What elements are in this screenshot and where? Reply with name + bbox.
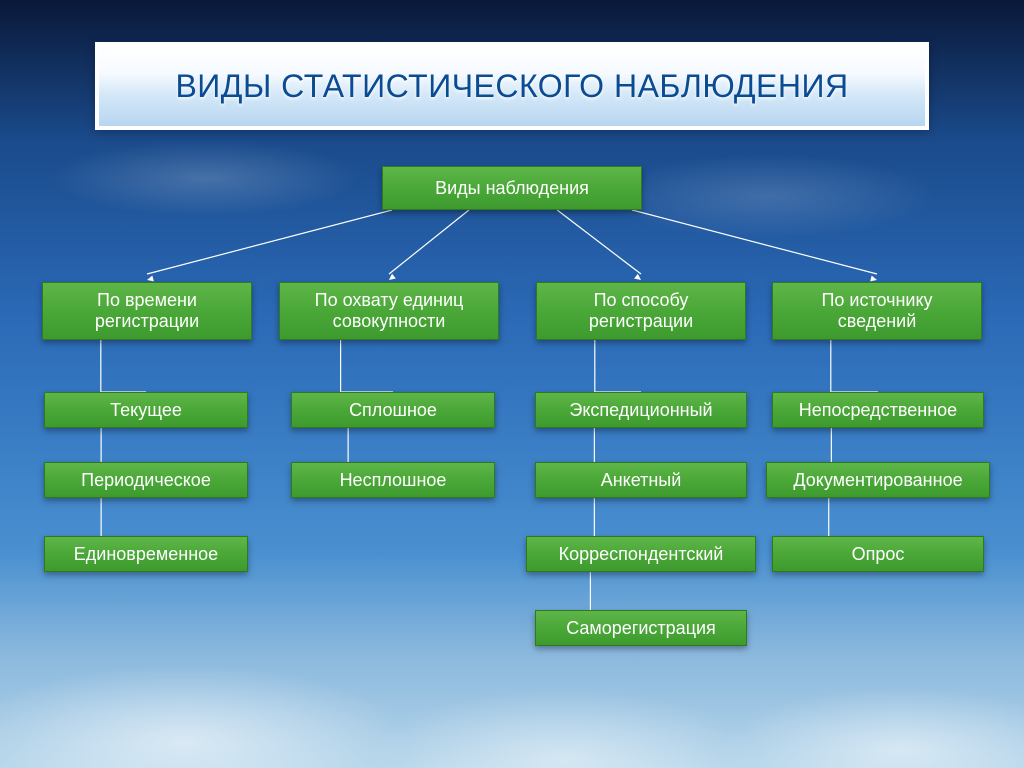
node-method-questionnaire: Анкетный bbox=[535, 462, 747, 498]
node-method-expedition: Экспедиционный bbox=[535, 392, 747, 428]
node-method-correspondent: Корреспондентский bbox=[526, 536, 756, 572]
slide-title: Виды статистического наблюдения bbox=[175, 68, 848, 105]
node-source-documented: Документированное bbox=[766, 462, 990, 498]
node-category-source: По источнику сведений bbox=[772, 282, 982, 340]
node-root: Виды наблюдения bbox=[382, 166, 642, 210]
node-category-method: По способу регистрации bbox=[536, 282, 746, 340]
node-time-onetime: Единовременное bbox=[44, 536, 248, 572]
node-category-coverage: По охвату единиц совокупности bbox=[279, 282, 499, 340]
node-source-direct: Непосредственное bbox=[772, 392, 984, 428]
node-category-time: По времени регистрации bbox=[42, 282, 252, 340]
node-coverage-full: Сплошное bbox=[291, 392, 495, 428]
node-coverage-partial: Несплошное bbox=[291, 462, 495, 498]
node-source-survey: Опрос bbox=[772, 536, 984, 572]
node-time-periodic: Периодическое bbox=[44, 462, 248, 498]
node-method-selfreg: Саморегистрация bbox=[535, 610, 747, 646]
slide-title-box: Виды статистического наблюдения bbox=[95, 42, 929, 130]
node-time-current: Текущее bbox=[44, 392, 248, 428]
cloud-decoration-bottom bbox=[0, 588, 1024, 768]
